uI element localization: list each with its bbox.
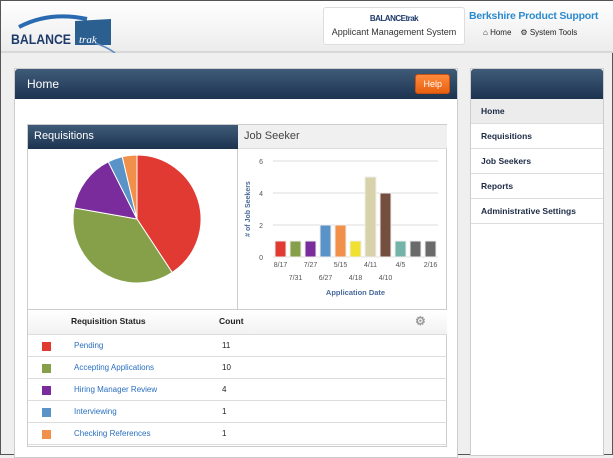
company-name: Berkshire Product Support bbox=[469, 10, 599, 22]
x-tick-label: 6/27 bbox=[319, 275, 333, 282]
table-row: Interviewing 1 bbox=[28, 401, 447, 423]
x-tick-label: 7/27 bbox=[304, 262, 318, 269]
bar-7[interactable] bbox=[379, 192, 392, 258]
svg-text:trak: trak bbox=[79, 34, 98, 46]
x-tick-label: 4/5 bbox=[396, 262, 406, 269]
bar-3[interactable] bbox=[319, 224, 332, 258]
x-axis-label: Application Date bbox=[326, 288, 385, 297]
bar-5[interactable] bbox=[349, 240, 362, 258]
product-name: Applicant Management System bbox=[331, 27, 457, 37]
status-link[interactable]: Hiring Manager Review bbox=[74, 385, 158, 394]
job-seeker-tab[interactable]: Job Seeker bbox=[238, 125, 447, 149]
dashboard-widget: Requisitions Job Seeker 0 2 4 6 8/17 7/31 7/27… bbox=[27, 124, 447, 447]
status-link[interactable]: Pending bbox=[74, 341, 104, 350]
color-swatch bbox=[42, 408, 51, 417]
balancetrak-logo[interactable]: BALANCE trak bbox=[9, 13, 125, 53]
y-axis-label: # of Job Seekers bbox=[245, 181, 252, 237]
x-tick-label: 7/31 bbox=[289, 275, 303, 282]
status-count: 4 bbox=[222, 385, 227, 394]
pie-slice-2[interactable] bbox=[73, 161, 138, 220]
sidebar-header bbox=[471, 69, 603, 99]
bar-9[interactable] bbox=[409, 240, 422, 258]
status-link[interactable]: Accepting Applications bbox=[74, 363, 155, 372]
sidebar-item-administrative-settings[interactable]: Administrative Settings bbox=[471, 199, 603, 224]
color-swatch bbox=[42, 386, 51, 395]
x-tick-label: 4/11 bbox=[364, 262, 377, 269]
y-tick-label: 0 bbox=[259, 255, 263, 262]
table-row: Accepting Applications 10 bbox=[28, 357, 447, 379]
header-count: Count bbox=[219, 316, 244, 326]
gear-icon: ⚙ bbox=[520, 28, 528, 37]
sidebar-item-reports[interactable]: Reports bbox=[471, 174, 603, 199]
top-links: ⌂ Home ⚙ System Tools bbox=[483, 28, 577, 37]
top-header: BALANCE trak BALANCEtrak Applicant Manag… bbox=[1, 1, 613, 53]
sidebar-item-home[interactable]: Home bbox=[471, 99, 603, 124]
sidebar-item-requisitions[interactable]: Requisitions bbox=[471, 124, 603, 149]
system-tools-link[interactable]: ⚙ System Tools bbox=[520, 28, 578, 37]
job-seeker-bar-chart: 0 2 4 6 8/177/317/276/275/154/184/114/104/5 2… bbox=[245, 159, 438, 297]
requisitions-tab[interactable]: Requisitions bbox=[28, 125, 238, 149]
status-count: 11 bbox=[222, 341, 231, 350]
home-icon: ⌂ bbox=[483, 28, 488, 37]
x-tick-label: 2/16 bbox=[424, 262, 438, 269]
table-header: Requisition Status Count ⚙ bbox=[28, 309, 447, 335]
requisitions-pie-chart bbox=[72, 154, 202, 284]
x-tick-label: 8/17 bbox=[274, 262, 288, 269]
y-tick-label: 2 bbox=[259, 223, 263, 230]
help-button[interactable]: Help bbox=[415, 74, 450, 94]
bar-10[interactable] bbox=[424, 240, 437, 258]
divider bbox=[237, 149, 238, 309]
color-swatch bbox=[42, 364, 51, 373]
requisition-status-table: Requisition Status Count ⚙ Pending 11 Acce… bbox=[28, 309, 447, 445]
page-title: Home bbox=[27, 77, 60, 91]
status-count: 1 bbox=[222, 407, 227, 416]
x-tick-label: 4/18 bbox=[349, 275, 363, 282]
pie-slice-1[interactable] bbox=[72, 207, 173, 284]
table-row: Pending 11 bbox=[28, 335, 447, 357]
bar-0[interactable] bbox=[274, 240, 287, 258]
settings-gear-icon[interactable]: ⚙ bbox=[415, 314, 426, 328]
y-tick-label: 4 bbox=[259, 191, 263, 198]
x-tick-label: 4/10 bbox=[379, 275, 393, 282]
header-status: Requisition Status bbox=[71, 316, 146, 326]
status-link[interactable]: Checking References bbox=[74, 429, 151, 438]
home-panel: Home Help Requisitions Job Seeker 0 2 4 6 8/… bbox=[14, 68, 458, 458]
home-link[interactable]: ⌂ Home bbox=[483, 28, 512, 37]
table-row: Hiring Manager Review 4 bbox=[28, 379, 447, 401]
status-link[interactable]: Interviewing bbox=[74, 407, 117, 416]
svg-text:BALANCE: BALANCE bbox=[11, 31, 71, 47]
bar-1[interactable] bbox=[289, 240, 302, 258]
color-swatch bbox=[42, 342, 51, 351]
status-count: 1 bbox=[222, 429, 227, 438]
x-tick-label: 5/15 bbox=[334, 262, 348, 269]
table-row: Checking References 1 bbox=[28, 423, 447, 445]
color-swatch bbox=[42, 430, 51, 439]
home-panel-header: Home Help bbox=[15, 69, 457, 99]
pie-slice-4[interactable] bbox=[121, 154, 138, 220]
bar-6[interactable] bbox=[364, 176, 377, 258]
product-badge: BALANCEtrak Applicant Management System bbox=[323, 7, 465, 45]
product-logo: BALANCEtrak bbox=[369, 14, 419, 23]
bar-8[interactable] bbox=[394, 240, 407, 258]
bar-4[interactable] bbox=[334, 224, 347, 258]
sidebar-item-job-seekers[interactable]: Job Seekers bbox=[471, 149, 603, 174]
bar-2[interactable] bbox=[304, 240, 317, 258]
y-tick-label: 6 bbox=[259, 159, 263, 166]
status-count: 10 bbox=[222, 363, 231, 372]
sidebar: Home Requisitions Job Seekers Reports Ad… bbox=[470, 68, 604, 456]
